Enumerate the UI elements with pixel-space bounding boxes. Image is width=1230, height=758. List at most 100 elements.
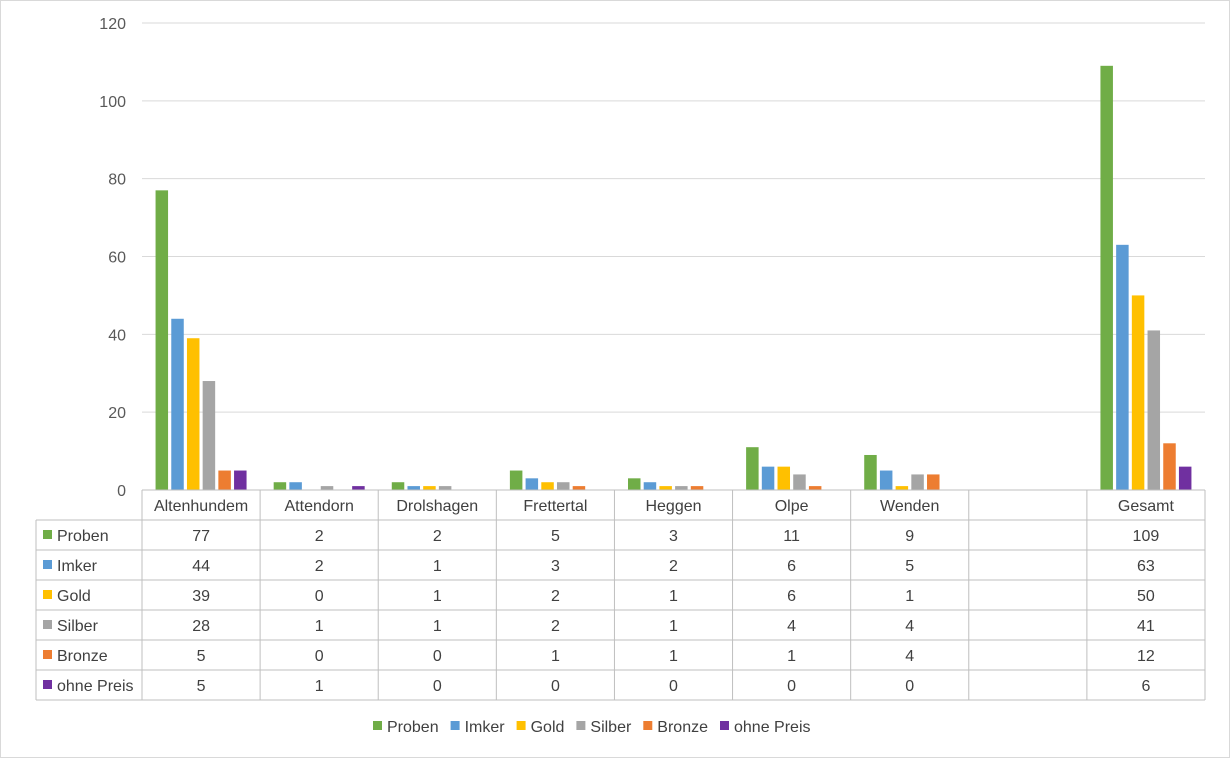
- legend-entry: Imker: [465, 719, 506, 736]
- x-category-label: Frettertal: [523, 498, 587, 515]
- table-cell-value: 5: [551, 528, 560, 545]
- bar-silber: [675, 486, 688, 490]
- x-category-label: Olpe: [775, 498, 809, 515]
- table-cell-value: 4: [787, 618, 796, 635]
- bar-gold: [895, 486, 909, 490]
- table-row-header: Silber: [57, 618, 99, 635]
- bar-silber: [320, 486, 334, 490]
- table-cell-value: 41: [1137, 618, 1155, 635]
- bar-ohne-preis: [352, 486, 365, 490]
- table-cell-value: 1: [669, 618, 678, 635]
- bar-bronze: [808, 486, 822, 490]
- legend-key: [373, 721, 382, 730]
- bar-proben: [864, 454, 877, 490]
- table-cell-value: 6: [787, 558, 796, 575]
- bar-proben: [746, 447, 759, 490]
- table-cell-value: 6: [787, 588, 796, 605]
- legend-entry: ohne Preis: [734, 719, 811, 736]
- legend-entry: Silber: [590, 719, 632, 736]
- bar-imker: [1116, 244, 1129, 490]
- table-row-header: Gold: [57, 588, 91, 605]
- bar-imker: [171, 318, 184, 490]
- y-tick-label: 120: [99, 16, 126, 33]
- table-row-header: Bronze: [57, 648, 108, 665]
- table-cell-value: 28: [192, 618, 210, 635]
- table-row-header: ohne Preis: [57, 678, 134, 695]
- table-cell-value: 2: [315, 528, 324, 545]
- legend-key: [450, 721, 460, 730]
- bar-bronze: [927, 474, 940, 490]
- table-legend-key: [43, 560, 52, 569]
- table-legend-key: [43, 590, 52, 599]
- table-cell-value: 11: [783, 528, 800, 545]
- bar-bronze: [218, 470, 231, 490]
- table-cell-value: 2: [315, 558, 324, 575]
- bar-ohne-preis: [1178, 466, 1192, 490]
- table-cell-value: 3: [551, 558, 560, 575]
- bar-bronze: [1163, 443, 1176, 490]
- bar-proben: [155, 190, 169, 490]
- table-cell-value: 2: [551, 618, 560, 635]
- bar-gold: [777, 466, 791, 490]
- bar-proben: [509, 470, 523, 490]
- table-cell-value: 2: [433, 528, 442, 545]
- y-tick-label: 60: [108, 250, 126, 267]
- x-category-label: Heggen: [645, 498, 701, 515]
- bar-silber: [1147, 330, 1161, 490]
- table-cell-value: 1: [315, 678, 324, 695]
- bar-gold: [659, 486, 672, 490]
- bar-proben: [628, 478, 641, 490]
- legend-entry: Gold: [531, 719, 565, 736]
- table-cell-value: 6: [1141, 678, 1150, 695]
- legend-key: [576, 721, 586, 730]
- table-cell-value: 1: [905, 588, 914, 605]
- bar-proben: [1100, 65, 1113, 490]
- table-cell-value: 12: [1137, 648, 1155, 665]
- bar-imker: [289, 482, 302, 490]
- table-cell-value: 0: [433, 678, 442, 695]
- bar-bronze: [572, 486, 586, 490]
- table-cell-value: 1: [433, 618, 442, 635]
- bar-ohne-preis: [234, 470, 247, 490]
- table-cell-value: 63: [1137, 558, 1155, 575]
- legend-key: [516, 721, 526, 730]
- table-cell-value: 3: [669, 528, 678, 545]
- table-row-header: Proben: [57, 528, 109, 545]
- table-cell-value: 0: [551, 678, 560, 695]
- legend-key: [643, 721, 653, 730]
- table-cell-value: 0: [315, 648, 324, 665]
- bar-gold: [1131, 295, 1145, 490]
- bar-imker: [525, 478, 539, 490]
- table-cell-value: 1: [315, 618, 324, 635]
- table-cell-value: 5: [197, 678, 206, 695]
- x-category-label: Drolshagen: [396, 498, 478, 515]
- table-cell-value: 1: [433, 558, 442, 575]
- bar-silber: [911, 474, 924, 490]
- table-cell-value: 5: [197, 648, 206, 665]
- table-cell-value: 1: [669, 648, 678, 665]
- table-cell-value: 1: [787, 648, 796, 665]
- table-cell-value: 2: [551, 588, 560, 605]
- table-cell-value: 39: [192, 588, 210, 605]
- x-category-label: Attendorn: [285, 498, 354, 515]
- table-cell-value: 0: [433, 648, 442, 665]
- table-cell-value: 1: [433, 588, 442, 605]
- table-cell-value: 0: [905, 678, 914, 695]
- bar-bronze: [690, 486, 704, 490]
- x-category-label: Altenhundem: [154, 498, 248, 515]
- bar-silber: [438, 486, 452, 490]
- legend-entry: Proben: [387, 719, 439, 736]
- bar-silber: [556, 482, 570, 490]
- table-cell-value: 9: [905, 528, 914, 545]
- bar-imker: [407, 486, 420, 490]
- bar-imker: [879, 470, 893, 490]
- bar-imker: [643, 482, 657, 490]
- y-tick-label: 80: [108, 172, 126, 189]
- table-cell-value: 0: [669, 678, 678, 695]
- y-tick-label: 0: [117, 483, 126, 500]
- table-row-header: Imker: [57, 558, 98, 575]
- table-cell-value: 4: [905, 648, 914, 665]
- table-cell-value: 0: [315, 588, 324, 605]
